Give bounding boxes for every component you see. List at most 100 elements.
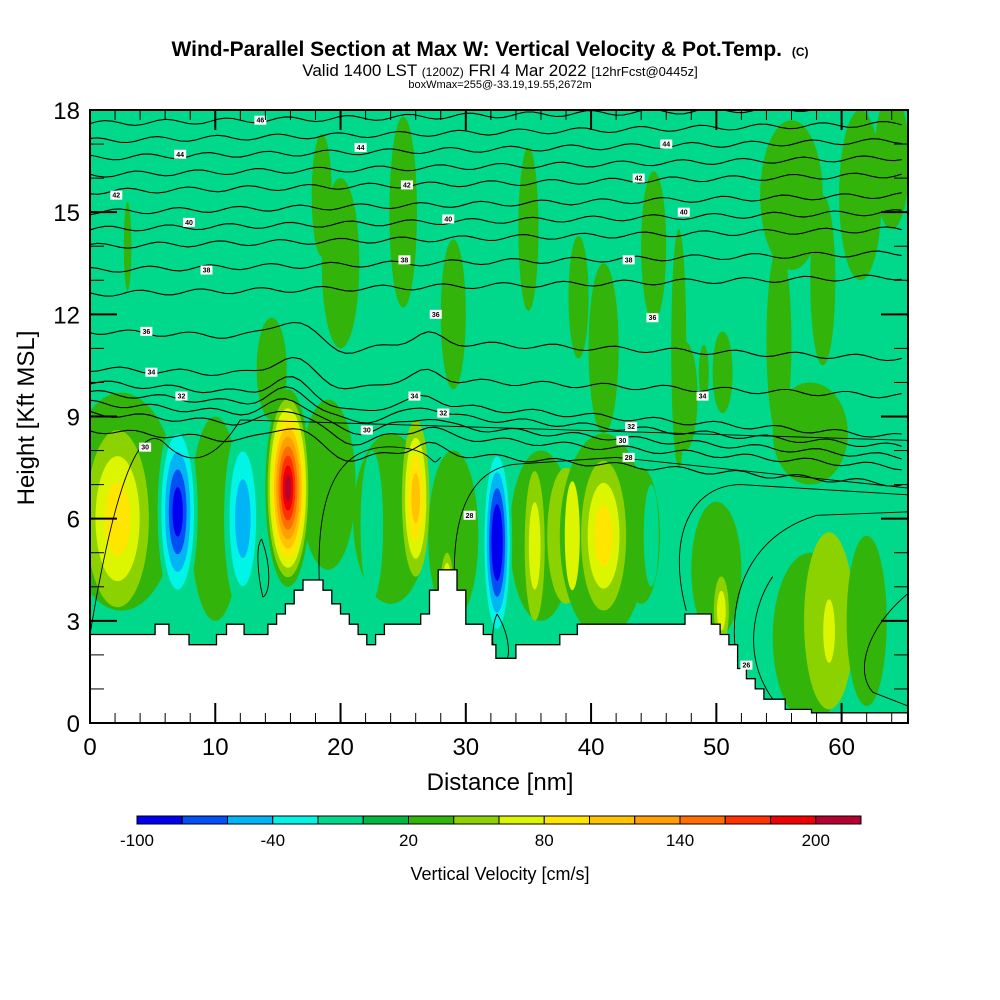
isentrope-label: 36 bbox=[429, 309, 442, 319]
x-tick-label: 40 bbox=[578, 734, 605, 761]
colorbar-swatch bbox=[770, 815, 817, 825]
velocity-contour bbox=[440, 239, 466, 390]
colorbar-swatch bbox=[317, 815, 364, 825]
velocity-contour bbox=[256, 317, 287, 420]
isentrope-line bbox=[90, 274, 902, 297]
isentrope-label: 30 bbox=[360, 425, 373, 435]
isentrope-line bbox=[90, 192, 902, 216]
velocity-contour bbox=[846, 535, 887, 706]
colorbar-swatch bbox=[227, 815, 274, 825]
y-tick-label: 6 bbox=[67, 507, 80, 534]
plot-area: 46 44 44 44 42 42 42 40 40 40 38 38 38 36 36 36 34 34 34 32… bbox=[90, 110, 908, 723]
svg-text:40: 40 bbox=[680, 210, 688, 217]
velocity-contour bbox=[360, 450, 384, 601]
isentrope-line bbox=[678, 484, 908, 611]
colorbar-tick-label: 20 bbox=[399, 831, 418, 850]
colorbar-tick-label: 200 bbox=[802, 831, 830, 850]
velocity-contour bbox=[528, 502, 541, 590]
isentrope-label: 30 bbox=[616, 435, 629, 445]
isentrope-label: 38 bbox=[398, 255, 411, 265]
isentrope-line bbox=[90, 386, 902, 447]
svg-text:36: 36 bbox=[649, 315, 657, 322]
x-tick-label: 60 bbox=[828, 734, 855, 761]
svg-text:40: 40 bbox=[444, 216, 452, 223]
svg-text:36: 36 bbox=[432, 312, 440, 319]
colorbar-label: Vertical Velocity [cm/s] bbox=[410, 864, 589, 884]
isentrope-line bbox=[90, 172, 902, 195]
isentrope-label: 40 bbox=[182, 217, 195, 227]
colorbar-swatch bbox=[408, 815, 455, 825]
svg-text:42: 42 bbox=[112, 193, 120, 200]
svg-text:32: 32 bbox=[178, 394, 186, 401]
velocity-contour bbox=[594, 504, 613, 567]
x-axis-label: Distance [nm] bbox=[427, 769, 574, 796]
isentrope-line bbox=[257, 538, 270, 598]
y-tick-label: 15 bbox=[53, 200, 80, 227]
x-tick-label: 20 bbox=[327, 734, 354, 761]
colorbar-swatch bbox=[453, 815, 500, 825]
isentrope-line bbox=[90, 428, 902, 487]
velocity-contour bbox=[643, 484, 659, 587]
isentrope-label: 34 bbox=[696, 391, 709, 401]
y-tick-label: 3 bbox=[67, 609, 80, 636]
colorbar: -100 -40 20 80 140 200 bbox=[120, 815, 862, 850]
isentrope-label: 38 bbox=[622, 255, 635, 265]
svg-text:44: 44 bbox=[176, 152, 184, 159]
colorbar-swatch bbox=[724, 815, 771, 825]
y-axis-label: Height [Kft MSL] bbox=[13, 331, 40, 506]
chart-subtitle: Valid 1400 LST (1200Z) FRI 4 Mar 2022 [1… bbox=[302, 61, 697, 80]
svg-text:42: 42 bbox=[403, 182, 411, 189]
svg-text:28: 28 bbox=[466, 513, 474, 520]
velocity-contour bbox=[712, 331, 733, 414]
velocity-contour bbox=[518, 147, 539, 311]
isentrope-line bbox=[90, 121, 902, 144]
isentrope-line bbox=[90, 376, 902, 438]
isentrope-label: 32 bbox=[175, 391, 188, 401]
chart-title: Wind-Parallel Section at Max W: Vertical… bbox=[171, 38, 808, 61]
colorbar-swatch bbox=[679, 815, 726, 825]
velocity-contour bbox=[772, 382, 848, 485]
isentrope-label: 30 bbox=[139, 442, 152, 452]
terrain bbox=[90, 569, 908, 723]
colorbar-swatch bbox=[272, 815, 319, 825]
isentrope-label: 28 bbox=[463, 510, 476, 520]
colorbar-swatch bbox=[815, 815, 862, 825]
velocity-contour bbox=[104, 482, 131, 556]
velocity-contour bbox=[284, 474, 291, 502]
velocity-contour bbox=[716, 590, 726, 631]
x-tick-label: 10 bbox=[202, 734, 229, 761]
velocity-contour bbox=[698, 344, 709, 400]
y-tick-label: 18 bbox=[53, 98, 80, 125]
velocity-contour bbox=[172, 487, 183, 537]
velocity-contour bbox=[235, 479, 251, 558]
velocity-contour bbox=[588, 263, 619, 434]
svg-text:38: 38 bbox=[401, 257, 409, 264]
colorbar-swatch bbox=[589, 815, 636, 825]
isentrope-label: 42 bbox=[110, 190, 123, 200]
isentrope-line bbox=[90, 209, 902, 232]
svg-text:32: 32 bbox=[627, 424, 635, 431]
colorbar-tick-label: -40 bbox=[260, 831, 285, 850]
velocity-contour bbox=[823, 599, 835, 663]
velocity-contour bbox=[810, 195, 836, 366]
isentrope-line bbox=[90, 110, 869, 126]
isentrope-label: 44 bbox=[660, 139, 673, 149]
title-suffix: (C) bbox=[792, 45, 809, 59]
isentrope-label: 42 bbox=[632, 173, 645, 183]
svg-text:44: 44 bbox=[357, 145, 365, 152]
isentrope-line bbox=[453, 456, 908, 604]
x-tick-label: 0 bbox=[83, 734, 96, 761]
isentrope-line bbox=[864, 593, 908, 707]
isentrope-label: 36 bbox=[646, 313, 659, 323]
isentrope-line bbox=[90, 138, 902, 161]
colorbar-swatch bbox=[362, 815, 409, 825]
chart-subsubtitle: boxWmax=255@-33.19,19.55,2672m bbox=[408, 79, 591, 91]
velocity-contour bbox=[839, 110, 882, 281]
isentrope-label: 42 bbox=[400, 180, 413, 190]
velocity-contour bbox=[691, 501, 742, 638]
velocity-contour bbox=[300, 399, 356, 570]
isentrope-label: 36 bbox=[140, 326, 153, 336]
